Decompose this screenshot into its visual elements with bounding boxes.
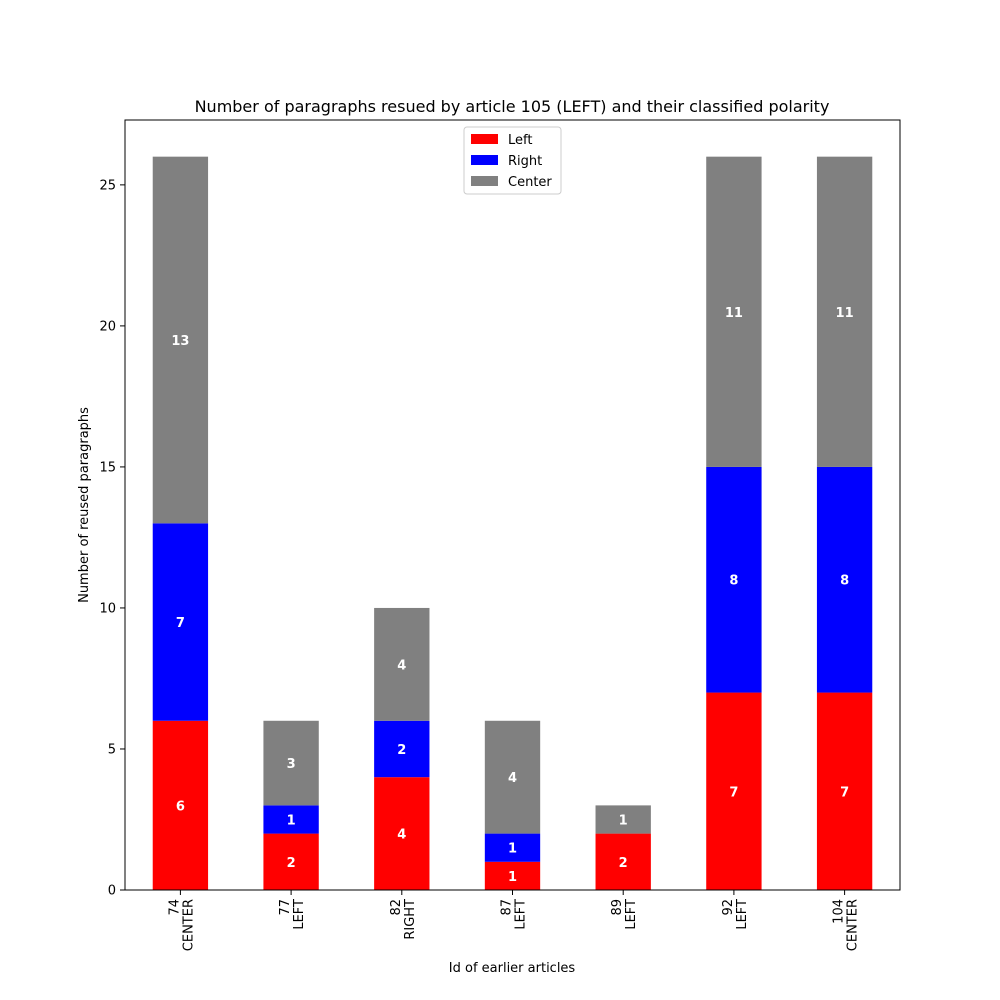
- bar-center-104: [816, 156, 873, 467]
- bar-label-left-77: 2: [287, 856, 296, 871]
- x-tick-polarity: LEFT: [514, 899, 529, 930]
- bar-label-center-74: 13: [171, 334, 189, 349]
- y-tick-label: 15: [99, 460, 116, 475]
- bar-left-77: [263, 833, 319, 890]
- x-tick-id: 77: [278, 899, 293, 916]
- bar-center-89: [595, 805, 651, 834]
- bar-label-left-92: 7: [729, 785, 738, 800]
- bar-left-82: [374, 777, 430, 890]
- bar-right-74: [152, 523, 209, 721]
- chart-title: Number of paragraphs resued by article 1…: [195, 97, 830, 116]
- x-tick-polarity: LEFT: [624, 899, 639, 930]
- y-tick-label: 20: [99, 319, 116, 334]
- x-tick-label-89: 89 LEFT: [610, 899, 639, 930]
- bar-right-77: [263, 805, 319, 834]
- x-tick-polarity: CENTER: [846, 899, 861, 951]
- bar-left-92: [706, 692, 762, 890]
- bar-right-87: [484, 833, 541, 862]
- x-tick-id: 74: [167, 899, 182, 916]
- legend-label-right: Right: [508, 154, 542, 169]
- bar-label-right-87: 1: [508, 842, 517, 857]
- bar-left-104: [816, 692, 873, 890]
- y-tick-label: 25: [99, 178, 116, 193]
- x-axis-label: Id of earlier articles: [449, 961, 576, 976]
- y-tick-label: 10: [99, 601, 116, 616]
- bar-label-right-74: 7: [176, 616, 185, 631]
- x-tick-label-87: 87 LEFT: [500, 899, 529, 930]
- x-tick-label-77: 77 LEFT: [278, 899, 307, 930]
- bar-label-center-89: 1: [619, 813, 628, 828]
- bar-label-center-104: 11: [836, 306, 854, 321]
- bar-label-center-82: 4: [397, 658, 406, 673]
- bar-label-left-104: 7: [840, 785, 849, 800]
- legend-swatch-right: [471, 155, 498, 165]
- bar-center-92: [706, 156, 762, 467]
- bar-center-74: [152, 156, 209, 524]
- bar-label-left-74: 6: [176, 799, 185, 814]
- bars-layer: [152, 156, 873, 890]
- x-tick-id: 104: [832, 899, 847, 924]
- x-tick-label-74: 74 CENTER: [167, 899, 196, 951]
- bar-label-center-77: 3: [287, 757, 296, 772]
- x-axis: 74 CENTER 77 LEFT 82 RIGHT 87 LEFT 89 LEFT 92 LEFT 1…: [167, 890, 861, 951]
- bar-label-center-92: 11: [725, 306, 743, 321]
- y-axis: 0 5 10 15 20 25: [99, 178, 125, 899]
- legend-swatch-center: [471, 176, 498, 186]
- bar-right-104: [816, 466, 873, 693]
- x-tick-polarity: LEFT: [292, 899, 307, 930]
- legend: Left Right Center: [463, 126, 562, 195]
- bar-label-right-77: 1: [287, 813, 296, 828]
- bar-center-87: [484, 720, 541, 834]
- x-tick-polarity: CENTER: [181, 899, 196, 951]
- bar-label-right-92: 8: [729, 574, 738, 589]
- x-tick-id: 92: [721, 899, 736, 916]
- x-tick-id: 87: [500, 899, 515, 916]
- x-tick-polarity: RIGHT: [403, 899, 418, 940]
- bar-label-center-87: 4: [508, 771, 517, 786]
- x-tick-label-92: 92 LEFT: [721, 899, 750, 930]
- bar-label-right-82: 2: [397, 743, 406, 758]
- bar-left-87: [484, 861, 541, 890]
- bar-left-74: [152, 720, 209, 890]
- bar-label-right-104: 8: [840, 574, 849, 589]
- y-axis-label: Number of reused paragraphs: [77, 407, 92, 603]
- x-tick-id: 89: [610, 899, 625, 916]
- bar-label-left-89: 2: [619, 856, 628, 871]
- legend-label-left: Left: [508, 133, 532, 148]
- y-tick-label: 0: [108, 884, 116, 899]
- y-tick-label: 5: [108, 742, 116, 757]
- bar-label-left-82: 4: [397, 828, 406, 843]
- x-tick-polarity: LEFT: [735, 899, 750, 930]
- legend-swatch-left: [471, 134, 498, 144]
- bar-right-82: [374, 720, 430, 778]
- bar-label-left-87: 1: [508, 870, 517, 885]
- bar-left-89: [595, 833, 651, 890]
- bar-center-82: [374, 607, 430, 721]
- bar-right-92: [706, 466, 762, 693]
- x-tick-label-82: 82 RIGHT: [389, 899, 418, 940]
- x-tick-id: 82: [389, 899, 404, 916]
- bar-center-77: [263, 720, 319, 806]
- legend-label-center: Center: [508, 175, 552, 190]
- x-tick-label-104: 104 CENTER: [832, 899, 861, 951]
